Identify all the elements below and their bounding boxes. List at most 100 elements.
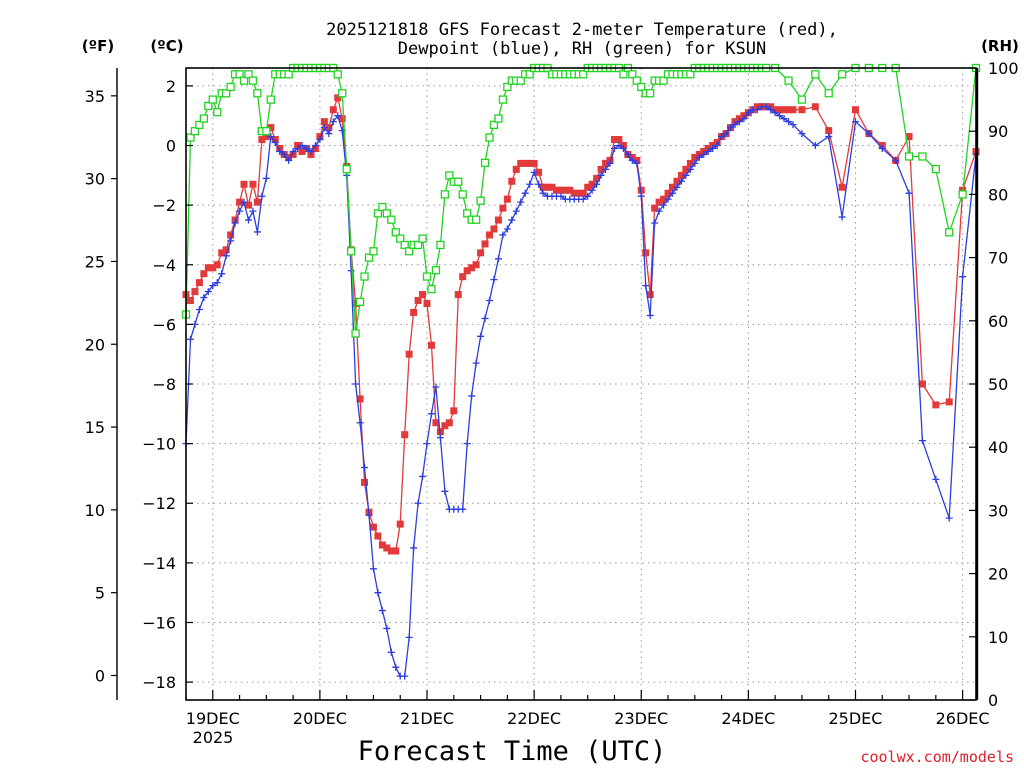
temperature-point [392, 547, 400, 555]
temperature-point [432, 419, 440, 427]
temperature-point [262, 133, 270, 141]
year-label: 2025 [193, 728, 234, 747]
rh-point [476, 196, 485, 205]
dewpoint-point [798, 130, 806, 138]
temperature-point [419, 291, 427, 299]
rh-point [489, 120, 499, 130]
rh-point [516, 76, 525, 85]
temperature-point [561, 186, 569, 194]
temperature-point [423, 300, 431, 308]
celsius-tick-label: −18 [142, 673, 176, 692]
fahrenheit-tick-label: 15 [85, 418, 105, 437]
fahrenheit-tick-label: 25 [85, 252, 105, 271]
rh-point [485, 133, 494, 142]
rh-axis: 0 10 20 30 40 50 60 70 80 90 100 [969, 59, 1019, 710]
temperature-point [602, 159, 610, 167]
rh-tick-label: 80 [988, 185, 1008, 204]
dewpoint-point [213, 279, 221, 287]
fahrenheit-axis: 0 5 10 15 20 25 30 35 [85, 87, 117, 685]
dewpoint-point [686, 165, 694, 173]
dewpoint-point [320, 124, 328, 132]
dewpoint-point [267, 133, 275, 141]
rh-point [494, 114, 503, 123]
temperature-point [320, 118, 328, 126]
temperature-point [329, 106, 337, 114]
rh-point [369, 247, 378, 256]
dewpoint-point [374, 589, 382, 597]
celsius-axis: −18 −16 −14 −12 −10 −8 −6 −4 −2 0 2 [142, 77, 193, 692]
temperature-point [472, 261, 480, 269]
rh-point [431, 266, 441, 275]
dewpoint-point [597, 171, 605, 179]
dewpoint-point [932, 475, 940, 483]
rh-point [342, 164, 351, 174]
time-tick-label: 19DEC [186, 709, 240, 728]
temperature-point [584, 183, 592, 191]
dewpoint-point [316, 136, 324, 144]
temperature-point [548, 183, 556, 191]
rh-tick-label: 40 [988, 438, 1008, 457]
temperature-point [454, 291, 462, 299]
temperature-point [664, 189, 672, 197]
dewpoint-point [771, 109, 779, 117]
dewpoint-point [646, 311, 654, 319]
dewpoint-point [387, 648, 395, 656]
temperature-point [477, 249, 485, 257]
temperature-point [227, 231, 235, 239]
temperature-point [383, 544, 391, 552]
dewpoint-point [660, 201, 668, 209]
rh-series [181, 63, 981, 338]
time-axis: 19DEC 20DEC 21DEC 22DEC 23DEC 24DEC 25DEC 26DEC [185, 690, 990, 728]
dewpoint-point [526, 180, 534, 188]
dewpoint-point [222, 252, 230, 260]
temperature-point [512, 165, 520, 173]
rh-point [400, 240, 409, 250]
temperature-point [579, 189, 587, 197]
temperature-point [570, 189, 578, 197]
dewpoint-point [878, 144, 886, 152]
celsius-unit-label: (ºC) [150, 37, 183, 55]
dewpoint-point [280, 150, 288, 158]
dewpoint-point [740, 115, 748, 123]
temperature-point [642, 249, 650, 257]
time-tick-label: 23DEC [614, 709, 668, 728]
temperature-point [825, 127, 833, 135]
rh-tick-label: 70 [988, 249, 1008, 268]
dewpoint-point [361, 463, 369, 471]
dewpoint-point [753, 106, 761, 114]
dewpoint-point [481, 314, 489, 322]
temperature-point [204, 264, 212, 272]
rh-point [235, 70, 244, 79]
rh-tick-label: 60 [988, 312, 1008, 331]
rh-tick-label: 0 [988, 691, 998, 710]
x-axis-title: Forecast Time (UTC) [358, 736, 667, 767]
temperature-point [785, 106, 793, 114]
rh-tick-label: 100 [988, 59, 1019, 78]
rh-point [378, 202, 387, 212]
rh-point [525, 70, 534, 79]
dewpoint-point [410, 544, 418, 552]
fahrenheit-tick-label: 35 [85, 87, 105, 106]
rh-point [637, 82, 646, 92]
rh-point [413, 240, 423, 250]
dewpoint-point [307, 147, 315, 155]
rh-point [208, 95, 217, 104]
time-tick-label: 21DEC [400, 709, 454, 728]
temperature-point [249, 180, 257, 188]
temperature-point [374, 532, 382, 540]
dewpoint-point [651, 219, 659, 227]
rh-point [222, 89, 231, 98]
temperature-point [535, 168, 543, 176]
dewpoint-point [383, 624, 391, 632]
temperature-point [637, 186, 645, 194]
temperature-point [655, 198, 663, 206]
celsius-tick-label: −14 [142, 554, 176, 573]
temperature-point [686, 159, 694, 167]
temperature-point [200, 270, 208, 278]
dewpoint-point [637, 192, 645, 200]
dewpoint-point [673, 183, 681, 191]
dewpoint-point [294, 144, 302, 152]
dewpoint-point [579, 195, 587, 203]
rh-point [195, 120, 204, 130]
